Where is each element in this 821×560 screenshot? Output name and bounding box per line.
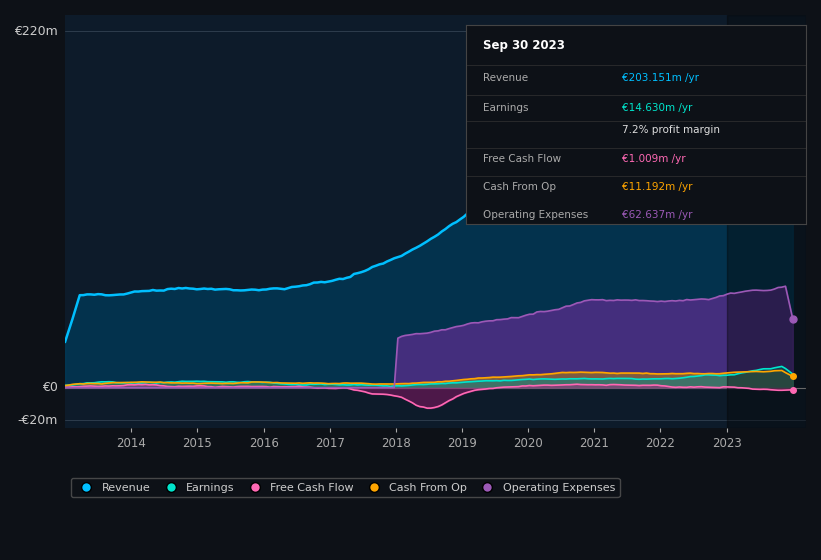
Text: Operating Expenses: Operating Expenses [483,210,588,220]
Text: 7.2% profit margin: 7.2% profit margin [622,125,720,134]
Text: €1.009m /yr: €1.009m /yr [622,155,686,165]
Text: -€20m: -€20m [17,413,57,427]
Bar [727,15,806,428]
Text: €203.151m /yr: €203.151m /yr [622,73,699,83]
Text: Cash From Op: Cash From Op [483,182,556,192]
Text: €14.630m /yr: €14.630m /yr [622,102,693,113]
Legend: Revenue, Earnings, Free Cash Flow, Cash From Op, Operating Expenses: Revenue, Earnings, Free Cash Flow, Cash … [71,478,620,497]
Text: Earnings: Earnings [483,102,528,113]
Text: Revenue: Revenue [483,73,528,83]
Text: Free Cash Flow: Free Cash Flow [483,155,561,165]
Text: Sep 30 2023: Sep 30 2023 [483,39,564,52]
Text: €220m: €220m [14,25,57,38]
Text: €11.192m /yr: €11.192m /yr [622,182,693,192]
Text: €62.637m /yr: €62.637m /yr [622,210,693,220]
Text: €0: €0 [42,381,57,394]
